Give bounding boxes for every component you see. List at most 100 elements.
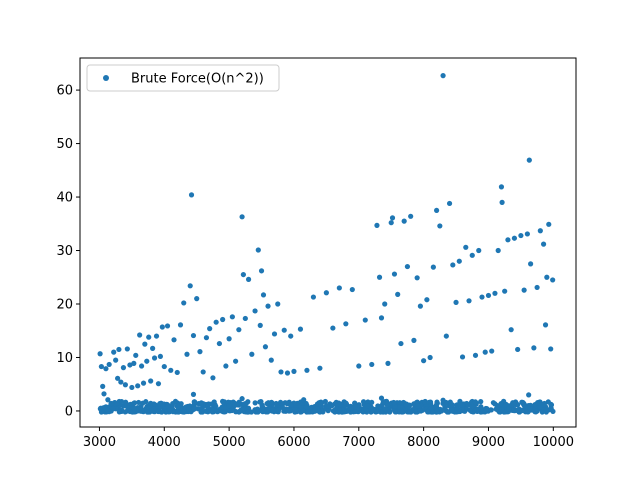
band-point bbox=[110, 405, 116, 412]
data-point bbox=[131, 360, 137, 366]
data-point bbox=[220, 316, 226, 323]
data-point bbox=[378, 315, 385, 321]
band-point bbox=[523, 405, 529, 411]
band-point bbox=[292, 407, 299, 413]
band-point bbox=[175, 404, 181, 410]
band-point bbox=[98, 409, 105, 415]
data-point bbox=[111, 349, 117, 355]
band-point bbox=[102, 404, 108, 411]
band-point bbox=[493, 406, 499, 412]
band-point bbox=[255, 409, 261, 415]
band-point bbox=[449, 402, 456, 408]
data-point bbox=[485, 292, 492, 299]
data-point bbox=[265, 303, 271, 309]
data-point bbox=[164, 323, 171, 329]
data-point bbox=[476, 247, 482, 254]
x-tick-label: 6000 bbox=[277, 435, 310, 450]
data-point bbox=[216, 340, 222, 347]
data-point bbox=[184, 351, 190, 357]
data-point bbox=[479, 294, 485, 300]
band-point bbox=[259, 402, 265, 408]
data-point bbox=[281, 327, 287, 333]
band-point bbox=[380, 399, 386, 405]
data-point bbox=[105, 397, 111, 403]
band-point bbox=[391, 399, 397, 406]
x-tick-label: 3000 bbox=[83, 435, 116, 450]
x-tick-label: 5000 bbox=[213, 435, 246, 450]
data-point bbox=[382, 301, 388, 307]
band-point bbox=[399, 409, 405, 415]
legend-box bbox=[86, 64, 280, 92]
band-point bbox=[422, 399, 428, 405]
band-point bbox=[186, 403, 192, 410]
band-point bbox=[175, 408, 181, 415]
band-point bbox=[488, 407, 494, 413]
data-point bbox=[210, 375, 216, 381]
data-point bbox=[157, 353, 163, 360]
band-point bbox=[275, 407, 282, 413]
data-point bbox=[140, 380, 147, 386]
data-point bbox=[443, 333, 449, 339]
band-point bbox=[316, 409, 322, 415]
data-point bbox=[434, 207, 440, 214]
data-point bbox=[508, 327, 514, 333]
data-point bbox=[98, 363, 104, 370]
data-point bbox=[440, 73, 446, 79]
data-point bbox=[118, 379, 124, 385]
band-point bbox=[186, 407, 192, 414]
band-point bbox=[213, 403, 219, 409]
x-tick-label: 8000 bbox=[407, 435, 440, 450]
y-tick-label: 20 bbox=[56, 298, 73, 313]
band-point bbox=[526, 392, 532, 398]
data-point bbox=[524, 231, 530, 237]
data-point bbox=[245, 276, 252, 282]
band-point bbox=[222, 409, 228, 415]
band-point bbox=[205, 404, 211, 410]
data-point bbox=[203, 335, 210, 341]
band-point bbox=[352, 408, 359, 415]
band-point bbox=[540, 402, 547, 408]
data-point bbox=[430, 264, 436, 270]
data-point bbox=[408, 213, 414, 219]
axis-ticks: 3000 4000 5000 6000 7000 8000 9000 10000 0 10 20 30… bbox=[56, 84, 574, 450]
band-point bbox=[105, 407, 111, 414]
band-point bbox=[300, 408, 306, 414]
data-point bbox=[336, 285, 342, 291]
band-point bbox=[198, 401, 204, 407]
band-point bbox=[533, 409, 539, 415]
band-point bbox=[167, 407, 173, 413]
data-point bbox=[124, 346, 130, 352]
band-point bbox=[301, 397, 307, 403]
band-point bbox=[444, 409, 450, 415]
data-point bbox=[310, 294, 317, 300]
band-point bbox=[208, 401, 214, 407]
band-point bbox=[288, 402, 294, 408]
band-point bbox=[169, 402, 175, 409]
band-point bbox=[268, 399, 275, 405]
data-point bbox=[236, 327, 242, 333]
band-point bbox=[430, 409, 436, 415]
data-point bbox=[133, 352, 139, 358]
data-point bbox=[138, 363, 145, 369]
band-point bbox=[312, 407, 318, 414]
data-point bbox=[240, 271, 246, 278]
data-point bbox=[108, 400, 114, 407]
band-point bbox=[387, 409, 393, 415]
data-point bbox=[103, 366, 109, 372]
band-point bbox=[348, 405, 354, 411]
data-point bbox=[168, 367, 174, 373]
data-point bbox=[343, 321, 349, 327]
band-point bbox=[407, 409, 413, 415]
data-point bbox=[323, 290, 329, 296]
band-point bbox=[270, 407, 276, 413]
data-point bbox=[492, 290, 498, 296]
band-point bbox=[135, 399, 142, 406]
band-point bbox=[191, 406, 197, 412]
band-point bbox=[155, 408, 161, 415]
legend: Brute Force(O(n^2)) bbox=[86, 64, 280, 92]
data-point bbox=[190, 332, 197, 339]
data-point bbox=[450, 262, 456, 268]
band-point bbox=[396, 404, 402, 410]
band-point bbox=[392, 409, 398, 415]
data-point bbox=[142, 341, 148, 347]
